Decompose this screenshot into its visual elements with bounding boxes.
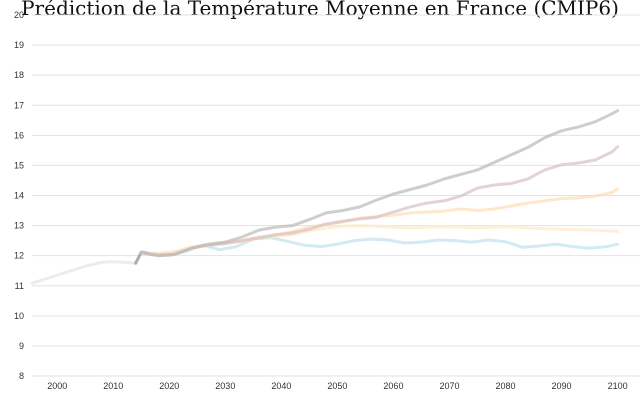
x-tick-label: 2060 (383, 381, 403, 391)
x-tick-label: 2070 (439, 381, 459, 391)
y-tick-label: 17 (14, 100, 24, 110)
y-tick-label: 15 (14, 160, 24, 170)
y-tick-label: 13 (14, 221, 24, 231)
y-tick-label: 11 (15, 281, 24, 291)
x-tick-label: 2080 (495, 381, 515, 391)
series-lines (30, 109, 620, 285)
y-tick-label: 14 (14, 191, 24, 201)
y-tick-label: 8 (19, 371, 24, 381)
series-line-3 (139, 236, 620, 258)
y-tick-label: 19 (14, 40, 24, 50)
x-tick-label: 2010 (103, 381, 123, 391)
y-tick-label: 18 (14, 70, 24, 80)
x-axis-ticks: 2000 2010 2020 2030 2040 2050 2060 2070 2080 2090… (47, 381, 627, 391)
x-tick-label: 2030 (215, 381, 235, 391)
y-tick-label: 12 (14, 251, 24, 261)
series-line-1 (30, 260, 138, 285)
x-tick-label: 2020 (159, 381, 179, 391)
gridlines (32, 14, 640, 377)
y-tick-label: 10 (14, 311, 24, 321)
y-axis-ticks: 8 9 10 11 12 13 14 15 16 17 18 19 20 (14, 10, 24, 381)
series-line-7 (139, 109, 620, 258)
x-tick-label: 2000 (47, 381, 67, 391)
y-tick-label: 20 (14, 10, 24, 20)
y-tick-label: 16 (14, 130, 24, 140)
x-tick-label: 2100 (608, 381, 628, 391)
x-tick-label: 2090 (552, 381, 572, 391)
y-tick-label: 9 (19, 341, 24, 351)
x-tick-label: 2040 (271, 381, 291, 391)
x-tick-label: 2050 (327, 381, 347, 391)
